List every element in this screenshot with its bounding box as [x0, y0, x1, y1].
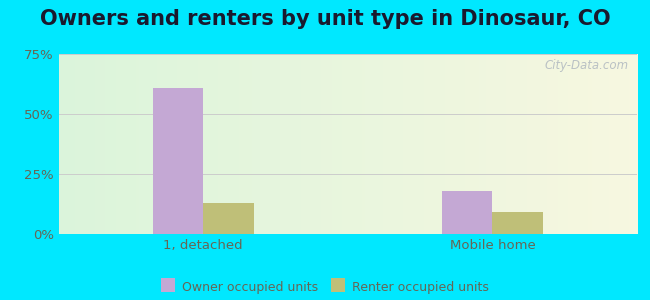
Legend: Owner occupied units, Renter occupied units: Owner occupied units, Renter occupied un…	[161, 281, 489, 294]
Text: Owners and renters by unit type in Dinosaur, CO: Owners and renters by unit type in Dinos…	[40, 9, 610, 29]
Bar	[493, 212, 543, 234]
Text: City-Data.com: City-Data.com	[544, 59, 629, 72]
Bar	[203, 203, 254, 234]
Bar	[442, 191, 493, 234]
Bar	[153, 88, 203, 234]
